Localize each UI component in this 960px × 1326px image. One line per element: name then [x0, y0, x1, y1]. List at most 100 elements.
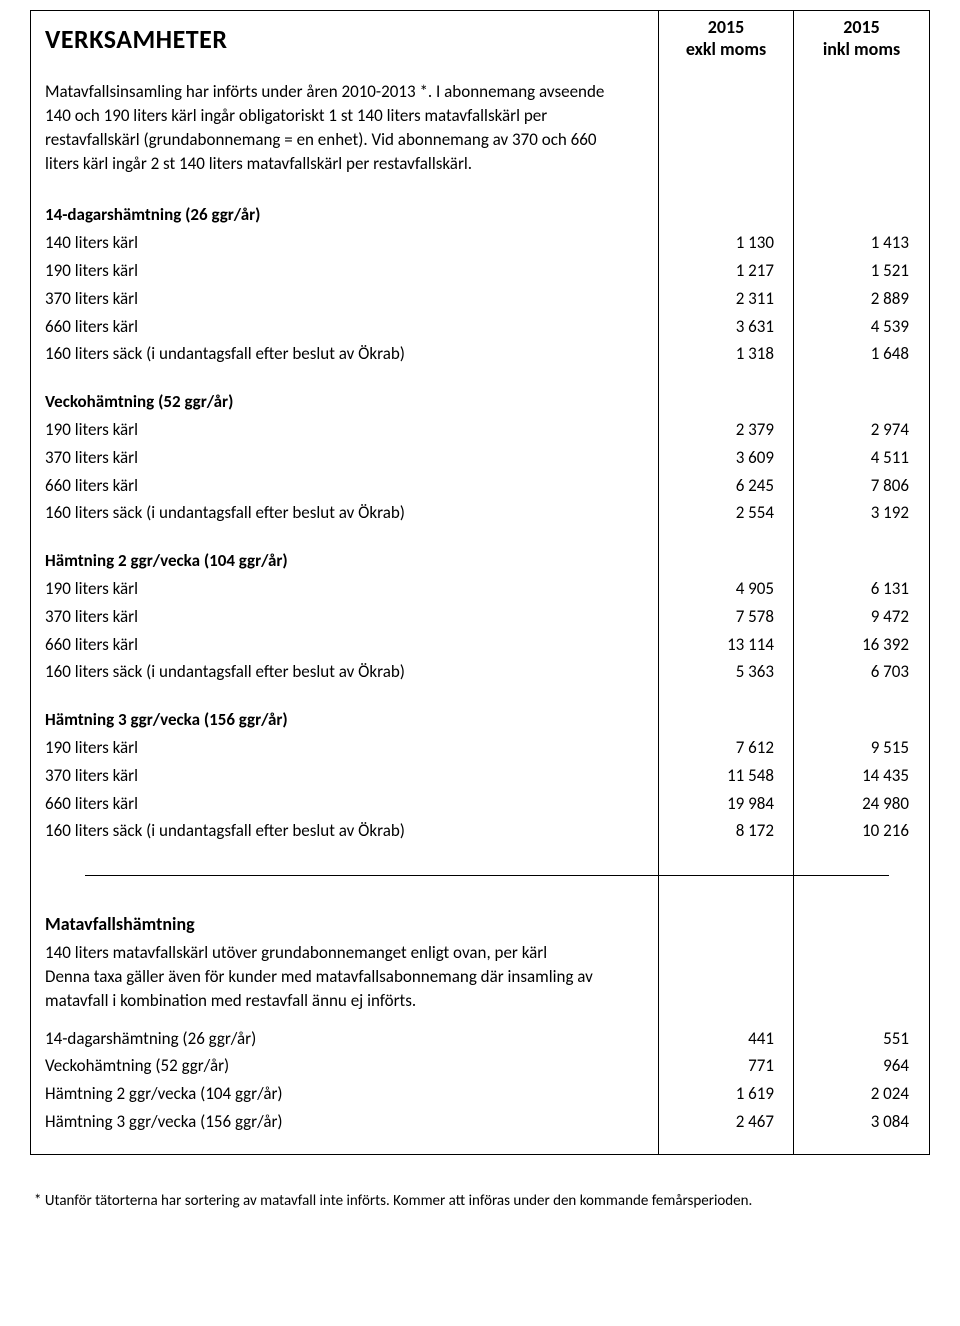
main-content: Matavfallsinsamling har införts under år…: [30, 66, 930, 1155]
table-row: 660 liters kärl6 2457 806: [45, 472, 929, 500]
value-inkl: 4 511: [794, 444, 929, 472]
row-label: 370 liters kärl: [45, 603, 659, 631]
row-label: 160 liters säck (i undantagsfall efter b…: [45, 817, 659, 845]
value-exkl: 441: [659, 1025, 794, 1053]
section-heading: 14-dagarshämtning (26 ggr/år): [45, 203, 659, 229]
table-header: VERKSAMHETER 2015 exkl moms 2015 inkl mo…: [30, 10, 930, 66]
value-exkl: 11 548: [659, 762, 794, 790]
value-inkl: 2 024: [794, 1080, 929, 1108]
value-inkl: 3 192: [794, 499, 929, 527]
value-inkl: 9 472: [794, 603, 929, 631]
row-label: 190 liters kärl: [45, 575, 659, 603]
pricing-table: 14-dagarshämtning (26 ggr/år)140 liters …: [45, 203, 929, 1136]
col-separator: [793, 66, 794, 1154]
row-label: 160 liters säck (i undantagsfall efter b…: [45, 658, 659, 686]
value-exkl: 1 130: [659, 229, 794, 257]
table-row: 160 liters säck (i undantagsfall efter b…: [45, 817, 929, 845]
value-exkl: 19 984: [659, 790, 794, 818]
section-heading: Veckohämtning (52 ggr/år): [45, 368, 659, 416]
table-row: 370 liters kärl11 54814 435: [45, 762, 929, 790]
row-label: 660 liters kärl: [45, 631, 659, 659]
value-inkl: 7 806: [794, 472, 929, 500]
row-label: Hämtning 2 ggr/vecka (104 ggr/år): [45, 1080, 659, 1108]
value-inkl: 6 131: [794, 575, 929, 603]
value-exkl: 771: [659, 1052, 794, 1080]
value-exkl: 6 245: [659, 472, 794, 500]
column-header-inkl: 2015 inkl moms: [794, 11, 929, 66]
value-inkl: 2 889: [794, 285, 929, 313]
page-title: VERKSAMHETER: [31, 11, 659, 66]
value-inkl: 10 216: [794, 817, 929, 845]
table-row: 370 liters kärl3 6094 511: [45, 444, 929, 472]
row-label: 140 liters kärl: [45, 229, 659, 257]
value-exkl: 2 467: [659, 1108, 794, 1136]
table-row: 370 liters kärl2 3112 889: [45, 285, 929, 313]
value-exkl: 1 217: [659, 257, 794, 285]
value-exkl: 5 363: [659, 658, 794, 686]
value-inkl: 1 521: [794, 257, 929, 285]
col-separator: [658, 66, 659, 1154]
value-inkl: 4 539: [794, 313, 929, 341]
section-heading: Hämtning 3 ggr/vecka (156 ggr/år): [45, 686, 659, 734]
table-row: 660 liters kärl19 98424 980: [45, 790, 929, 818]
value-exkl: 3 631: [659, 313, 794, 341]
row-label: 370 liters kärl: [45, 444, 659, 472]
column-header-exkl: 2015 exkl moms: [659, 11, 794, 66]
value-exkl: 1 619: [659, 1080, 794, 1108]
col1-year: 2015: [708, 16, 745, 38]
value-inkl: 551: [794, 1025, 929, 1053]
table-row: Hämtning 2 ggr/vecka (104 ggr/år)1 6192 …: [45, 1080, 929, 1108]
matavfall-desc: 140 liters matavfallskärl utöver grundab…: [45, 939, 659, 1024]
row-label: 160 liters säck (i undantagsfall efter b…: [45, 340, 659, 368]
intro-text: Matavfallsinsamling har införts under år…: [45, 80, 605, 175]
row-label: 190 liters kärl: [45, 257, 659, 285]
value-inkl: 14 435: [794, 762, 929, 790]
table-row: 190 liters kärl4 9056 131: [45, 575, 929, 603]
row-label: 370 liters kärl: [45, 285, 659, 313]
value-inkl: 1 648: [794, 340, 929, 368]
row-label: 14-dagarshämtning (26 ggr/år): [45, 1025, 659, 1053]
value-exkl: 2 311: [659, 285, 794, 313]
value-inkl: 1 413: [794, 229, 929, 257]
matavfall-heading: Matavfallshämtning: [45, 884, 659, 939]
value-exkl: 2 554: [659, 499, 794, 527]
row-label: 660 liters kärl: [45, 790, 659, 818]
value-inkl: 9 515: [794, 734, 929, 762]
table-row: 190 liters kärl7 6129 515: [45, 734, 929, 762]
page: VERKSAMHETER 2015 exkl moms 2015 inkl mo…: [0, 0, 960, 1232]
footnote: * Utanför tätorterna har sortering av ma…: [30, 1191, 930, 1212]
table-row: Hämtning 3 ggr/vecka (156 ggr/år)2 4673 …: [45, 1108, 929, 1136]
row-label: 370 liters kärl: [45, 762, 659, 790]
row-label: 190 liters kärl: [45, 416, 659, 444]
row-label: Veckohämtning (52 ggr/år): [45, 1052, 659, 1080]
table-row: 660 liters kärl13 11416 392: [45, 631, 929, 659]
table-row: 160 liters säck (i undantagsfall efter b…: [45, 499, 929, 527]
table-row: 140 liters kärl1 1301 413: [45, 229, 929, 257]
value-exkl: 8 172: [659, 817, 794, 845]
table-row: 160 liters säck (i undantagsfall efter b…: [45, 658, 929, 686]
value-inkl: 964: [794, 1052, 929, 1080]
value-inkl: 6 703: [794, 658, 929, 686]
value-exkl: 7 578: [659, 603, 794, 631]
value-exkl: 13 114: [659, 631, 794, 659]
col2-sub: inkl moms: [823, 38, 900, 60]
row-label: 160 liters säck (i undantagsfall efter b…: [45, 499, 659, 527]
table-row: 160 liters säck (i undantagsfall efter b…: [45, 340, 929, 368]
section-heading: Hämtning 2 ggr/vecka (104 ggr/år): [45, 527, 659, 575]
value-inkl: 16 392: [794, 631, 929, 659]
table-row: 660 liters kärl3 6314 539: [45, 313, 929, 341]
table-row: 190 liters kärl2 3792 974: [45, 416, 929, 444]
value-exkl: 1 318: [659, 340, 794, 368]
value-exkl: 3 609: [659, 444, 794, 472]
value-exkl: 4 905: [659, 575, 794, 603]
table-row: Veckohämtning (52 ggr/år)771964: [45, 1052, 929, 1080]
value-exkl: 7 612: [659, 734, 794, 762]
table-row: 370 liters kärl7 5789 472: [45, 603, 929, 631]
value-exkl: 2 379: [659, 416, 794, 444]
table-row: 190 liters kärl1 2171 521: [45, 257, 929, 285]
row-label: 660 liters kärl: [45, 472, 659, 500]
row-label: 190 liters kärl: [45, 734, 659, 762]
value-inkl: 3 084: [794, 1108, 929, 1136]
col1-sub: exkl moms: [686, 38, 766, 60]
table-row: 14-dagarshämtning (26 ggr/år)441551: [45, 1025, 929, 1053]
